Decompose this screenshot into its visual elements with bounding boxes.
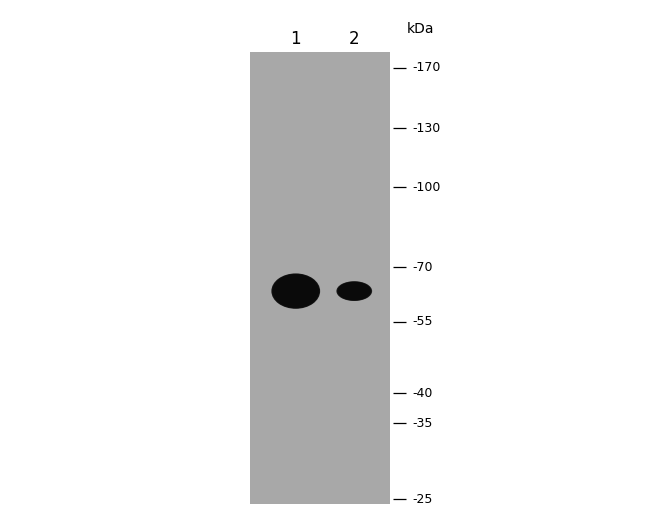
Ellipse shape — [341, 284, 367, 298]
Ellipse shape — [281, 281, 310, 302]
Ellipse shape — [273, 275, 318, 307]
Text: 2: 2 — [349, 30, 359, 48]
Ellipse shape — [276, 277, 315, 305]
Ellipse shape — [343, 284, 366, 297]
Text: -35: -35 — [413, 417, 433, 430]
Ellipse shape — [274, 275, 318, 307]
Ellipse shape — [337, 281, 372, 301]
Text: 1: 1 — [291, 30, 301, 48]
Bar — [250, 52, 390, 504]
Ellipse shape — [344, 285, 365, 297]
Ellipse shape — [337, 282, 371, 300]
Ellipse shape — [346, 287, 363, 296]
Ellipse shape — [344, 285, 364, 296]
Ellipse shape — [278, 278, 314, 304]
Ellipse shape — [345, 286, 363, 296]
Ellipse shape — [341, 283, 368, 298]
Text: -100: -100 — [413, 180, 441, 193]
Text: -170: -170 — [413, 61, 441, 74]
Ellipse shape — [339, 283, 369, 299]
Ellipse shape — [279, 279, 313, 303]
Ellipse shape — [281, 280, 311, 302]
Ellipse shape — [275, 276, 317, 306]
Text: kDa: kDa — [406, 22, 434, 35]
Ellipse shape — [283, 282, 308, 300]
Ellipse shape — [337, 281, 372, 301]
Ellipse shape — [338, 282, 370, 300]
Ellipse shape — [272, 274, 320, 309]
Ellipse shape — [272, 274, 319, 308]
Ellipse shape — [280, 280, 311, 303]
Text: -40: -40 — [413, 387, 433, 400]
Ellipse shape — [342, 284, 367, 298]
Ellipse shape — [283, 281, 309, 301]
Ellipse shape — [339, 282, 370, 300]
Text: -25: -25 — [413, 493, 433, 505]
Ellipse shape — [278, 278, 313, 304]
Ellipse shape — [340, 283, 369, 299]
Ellipse shape — [276, 277, 316, 306]
Ellipse shape — [284, 283, 307, 300]
Text: -130: -130 — [413, 122, 441, 135]
Ellipse shape — [343, 285, 365, 297]
Text: -55: -55 — [413, 315, 434, 328]
Text: -70: -70 — [413, 261, 434, 274]
